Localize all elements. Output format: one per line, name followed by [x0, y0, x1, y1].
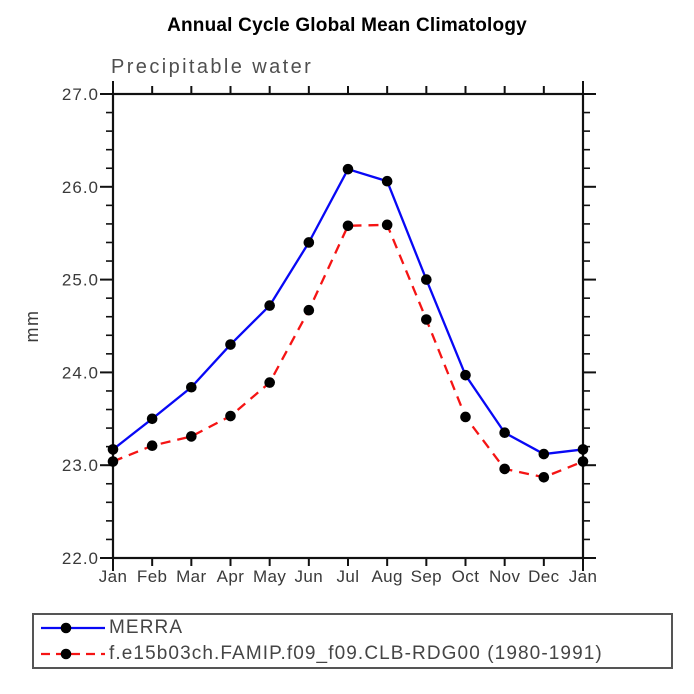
data-point-marker	[381, 219, 393, 231]
legend-entry-merra: MERRA	[39, 615, 671, 641]
y-tick-label: 26.0	[62, 178, 99, 197]
x-tick-label: Jan	[569, 567, 598, 586]
x-tick-label: Nov	[489, 567, 521, 586]
data-point-marker	[499, 463, 510, 475]
x-tick-label: Dec	[528, 567, 560, 586]
data-point-marker	[186, 431, 197, 442]
y-tick-label: 27.0	[62, 85, 99, 104]
plot-frame	[111, 92, 585, 560]
x-tick-label: Apr	[217, 567, 245, 586]
legend-sample-marker	[60, 622, 72, 634]
x-tick-label: Jan	[99, 567, 128, 586]
data-point-marker	[264, 377, 275, 388]
data-point-marker	[381, 175, 393, 187]
x-tick-label: Mar	[176, 567, 206, 586]
data-point-marker	[460, 369, 471, 381]
data-point-marker	[421, 274, 432, 285]
data-point-marker	[146, 413, 158, 425]
chart-title: Annual Cycle Global Mean Climatology	[167, 15, 527, 36]
data-point-marker	[577, 444, 589, 455]
data-point-marker	[577, 456, 589, 467]
data-point-marker	[107, 444, 119, 455]
series-line-1	[112, 223, 584, 479]
y-tick-label: 24.0	[62, 363, 99, 382]
legend-line-sample-model	[41, 648, 105, 660]
plot-area: 22.0 23.0 24.0 25.0 26.0 27.0 Jan Feb Mar Apr May J…	[22, 81, 598, 586]
x-tick-label: Sep	[411, 567, 442, 586]
data-point-marker	[499, 427, 510, 439]
data-point-marker	[460, 411, 471, 423]
data-point-marker	[303, 237, 315, 248]
legend-label-model: f.e15b03ch.FAMIP.f09_f09.CLB-RDG00 (1980…	[109, 643, 603, 664]
legend-entry-model: f.e15b03ch.FAMIP.f09_f09.CLB-RDG00 (1980…	[39, 641, 671, 667]
data-point-marker	[342, 220, 354, 232]
y-tick-label: 23.0	[62, 456, 99, 475]
x-tick-label: Oct	[452, 567, 480, 586]
x-tick-label: Jun	[295, 567, 324, 586]
legend-sample-marker	[60, 648, 72, 660]
legend-box: MERRA f.e15b03ch.FAMIP.f09_f09.CLB-RDG00…	[32, 613, 673, 669]
data-point-marker	[264, 300, 275, 311]
data-point-marker	[342, 163, 354, 175]
x-tick-label: Aug	[371, 567, 402, 586]
series-line-0	[112, 168, 584, 456]
data-point-marker	[107, 456, 119, 467]
data-point-marker	[225, 410, 236, 422]
legend-label-merra: MERRA	[109, 617, 184, 638]
chart-subtitle: Precipitable water	[111, 56, 314, 78]
y-tick-label: 25.0	[62, 271, 99, 290]
data-point-marker	[303, 304, 315, 316]
x-tick-label: Feb	[137, 567, 168, 586]
data-point-marker	[421, 314, 432, 325]
y-tick-label: 22.0	[62, 549, 99, 568]
data-point-marker	[225, 339, 236, 350]
y-axis-label: mm	[22, 310, 42, 343]
data-point-marker	[146, 440, 158, 452]
data-point-marker	[186, 381, 197, 393]
data-point-marker	[538, 448, 550, 460]
x-tick-label: May	[253, 567, 286, 586]
data-point-marker	[538, 471, 550, 483]
x-tick-label: Jul	[337, 567, 360, 586]
legend-line-sample-merra	[41, 622, 105, 634]
